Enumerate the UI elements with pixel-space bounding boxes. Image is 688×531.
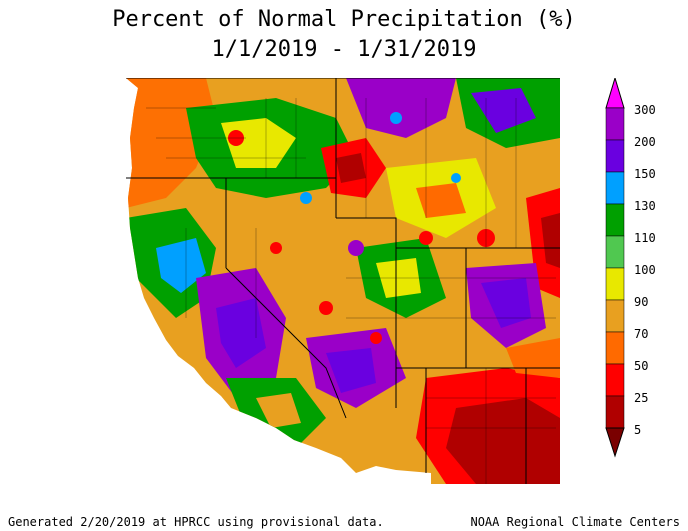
legend-label-90: 90	[634, 295, 649, 309]
legend-label-100: 100	[634, 263, 656, 277]
legend-label-300: 300	[634, 103, 656, 117]
legend-label-130: 130	[634, 199, 656, 213]
legend-label-50: 50	[634, 359, 649, 373]
legend-label-150: 150	[634, 167, 656, 181]
legend-label-25: 25	[634, 391, 649, 405]
legend-colorbar	[605, 78, 625, 458]
legend-label-70: 70	[634, 327, 649, 341]
legend-label-5: 5	[634, 423, 642, 437]
map-date-range: 1/1/2019 - 1/31/2019	[211, 37, 477, 62]
legend-label-110: 110	[634, 231, 656, 245]
footer-generated: Generated 2/20/2019 at HPRCC using provi…	[8, 515, 384, 529]
map-title: Percent of Normal Precipitation (%)	[112, 7, 576, 32]
precipitation-map	[126, 78, 560, 484]
footer-source: NOAA Regional Climate Centers	[470, 515, 680, 529]
legend-label-200: 200	[634, 135, 656, 149]
